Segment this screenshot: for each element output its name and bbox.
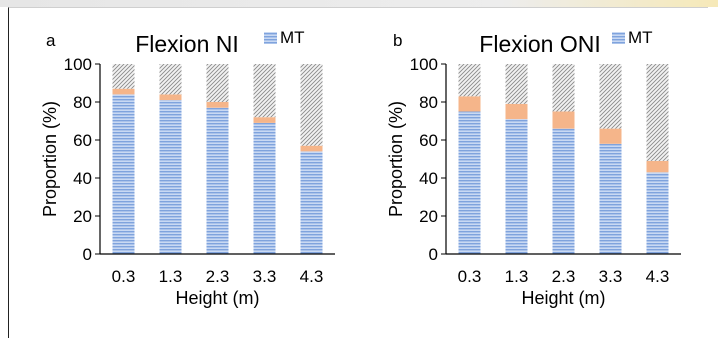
y-tick-label: 80 <box>419 93 438 112</box>
y-tick-label: 60 <box>419 131 438 150</box>
y-tick-label: 40 <box>419 169 438 188</box>
y-axis-label: Proportion (%) <box>386 101 406 217</box>
y-axis-label: Proportion (%) <box>40 101 60 217</box>
bar-segment-s0-c3 <box>253 122 276 255</box>
bar-segment-s1-c3 <box>253 117 276 123</box>
figure-frame <box>8 7 708 338</box>
bar-segment-s1-c4 <box>300 145 323 152</box>
bar-segment-s2-c1 <box>159 64 182 95</box>
y-tick-label: 60 <box>73 131 92 150</box>
legend-swatch <box>264 32 277 44</box>
legend-label: MT <box>628 28 653 47</box>
bar-segment-s0-c3 <box>599 143 622 254</box>
bar-segment-s2-c3 <box>599 64 622 129</box>
bar-segment-s0-c2 <box>552 128 575 254</box>
legend-swatch <box>612 32 625 44</box>
x-tick-label: 3.3 <box>599 267 623 286</box>
x-tick-label: 3.3 <box>253 267 277 286</box>
x-tick-label: 1.3 <box>159 267 183 286</box>
top-band <box>0 0 718 7</box>
x-tick-label: 0.3 <box>458 267 482 286</box>
bar-segment-s1-c0 <box>112 88 135 95</box>
bar-segment-s2-c1 <box>505 64 528 104</box>
bar-segment-s2-c2 <box>552 64 575 112</box>
bar-segment-s0-c1 <box>159 100 182 254</box>
bar-segment-s1-c0 <box>458 96 481 112</box>
y-tick-label: 100 <box>64 55 92 74</box>
bar-segment-s1-c2 <box>206 102 229 108</box>
panel-label: a <box>46 31 56 50</box>
bar-segment-s0-c2 <box>206 107 229 254</box>
y-tick-label: 20 <box>419 207 438 226</box>
y-tick-label: 80 <box>73 93 92 112</box>
x-tick-label: 2.3 <box>552 267 576 286</box>
bar-segment-s2-c0 <box>458 64 481 97</box>
x-tick-label: 0.3 <box>112 267 136 286</box>
chart-title: Flexion NI <box>135 31 239 57</box>
x-tick-label: 2.3 <box>206 267 230 286</box>
x-tick-label: 1.3 <box>505 267 529 286</box>
bar-segment-s0-c4 <box>646 172 669 254</box>
bar-segment-s1-c1 <box>159 94 182 101</box>
y-tick-label: 0 <box>83 245 92 264</box>
panel-b: b Flexion ONI MT 0 20 40 60 80 100 Proportion (%)… <box>386 28 681 308</box>
bar-segment-s2-c4 <box>300 64 323 146</box>
y-tick-label: 0 <box>429 245 438 264</box>
y-tick-label: 40 <box>73 169 92 188</box>
x-axis-label: Height (m) <box>175 288 259 308</box>
bar-segment-s2-c0 <box>112 64 135 89</box>
x-axis-label: Height (m) <box>521 288 605 308</box>
bar-segment-s0-c4 <box>300 151 323 254</box>
panel-label: b <box>393 31 402 50</box>
bar-segment-s1-c1 <box>505 103 528 120</box>
bar-segment-s1-c2 <box>552 111 575 129</box>
x-tick-label: 4.3 <box>646 267 670 286</box>
y-tick-label: 100 <box>410 55 438 74</box>
x-tick-label: 4.3 <box>300 267 324 286</box>
bar-segment-s1-c3 <box>599 128 622 144</box>
bar-segment-s0-c1 <box>505 119 528 254</box>
bar-segment-s0-c0 <box>458 111 481 254</box>
bar-segment-s2-c3 <box>253 64 276 118</box>
bar-segment-s1-c4 <box>646 160 669 173</box>
y-tick-label: 20 <box>73 207 92 226</box>
legend-label: MT <box>280 28 305 47</box>
bar-segment-s2-c4 <box>646 64 669 161</box>
panel-a: a Flexion NI MT 0 20 40 60 80 100 Proportion (%) 0… <box>40 28 335 308</box>
bar-segment-s2-c2 <box>206 64 229 102</box>
chart-title: Flexion ONI <box>479 31 600 57</box>
bar-segment-s0-c0 <box>112 94 135 255</box>
